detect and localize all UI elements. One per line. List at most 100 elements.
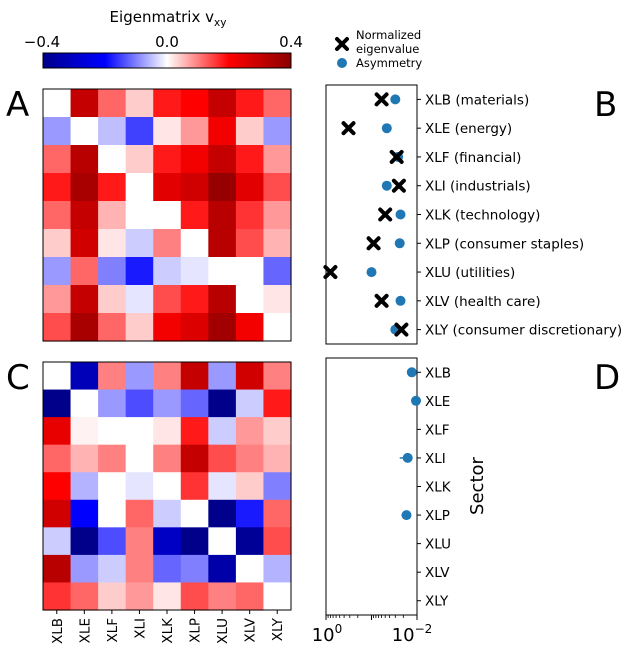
- heatmap-cell-xle-xlp: [180, 389, 209, 418]
- ytick-label: XLY (consumer discretionary): [425, 323, 622, 339]
- heatmap-cell-xle-xlb: [43, 117, 72, 146]
- heatmap-cell-xlp-xle: [70, 499, 99, 528]
- heatmap-cell-xlk-xle: [70, 472, 99, 501]
- ytick-label: XLP: [425, 508, 450, 524]
- ytick-label: XLE (energy): [425, 121, 512, 137]
- asymmetry-point: [402, 452, 413, 463]
- ytick-label: XLI: [425, 451, 446, 467]
- heatmap-cell-xle-xlv: [235, 389, 265, 418]
- normalized-eigenvalue-point: [323, 265, 338, 280]
- heatmap-cell-xle-xlv: [235, 117, 265, 146]
- heatmap-cell-xlf-xlp: [180, 145, 209, 174]
- heatmap-cell-xli-xlp: [180, 173, 209, 202]
- heatmap-cell-xlp-xlf: [98, 499, 127, 528]
- heatmap-cell-xlu-xlk: [153, 527, 182, 556]
- normalized-eigenvalue-point: [366, 236, 381, 251]
- heatmap-cell-xlu-xlp: [180, 257, 209, 286]
- panel-d-y-ticks: XLB XLE XLF XLI XLK XLP XLU XLV XLY: [417, 365, 452, 610]
- panel-label-c: C: [6, 358, 30, 398]
- heatmap-cell-xlk-xlk: [153, 201, 182, 230]
- asymmetry-point: [406, 367, 417, 378]
- heatmap-cell-xlu-xlu: [208, 257, 237, 286]
- heatmap-cell-xlp-xli: [125, 499, 154, 528]
- heatmap-cell-xlf-xlp: [180, 417, 209, 446]
- heatmap-cell-xlf-xlf: [98, 145, 127, 174]
- heatmap-cell-xly-xlp: [180, 313, 209, 342]
- panel-d-xtick-label-2: 10−2: [392, 622, 433, 646]
- heatmap-cell-xli-xle: [70, 444, 99, 473]
- heatmap-cell-xlk-xly: [263, 472, 292, 501]
- heatmap-cell-xlb-xle: [70, 89, 99, 118]
- asymmetry-point: [395, 209, 406, 220]
- heatmap-cell-xly-xlb: [43, 313, 72, 342]
- heatmap-cell-xlf-xle: [70, 417, 99, 446]
- heatmap-cell-xlf-xlb: [43, 145, 72, 174]
- heatmap-cell-xlk-xli: [125, 472, 154, 501]
- heatmap-cell-xlb-xly: [263, 362, 292, 391]
- legend-asymmetry-label: Asymmetry: [356, 56, 422, 70]
- heatmap-cell-xlf-xlv: [235, 145, 265, 174]
- heatmap-cell-xle-xlu: [208, 389, 237, 418]
- heatmap-cell-xlf-xli: [125, 417, 154, 446]
- legend-asymmetry-marker: [337, 58, 347, 68]
- heatmap-cell-xlb-xlv: [235, 89, 265, 118]
- heatmap-cell-xlb-xly: [263, 89, 292, 118]
- heatmap-cell-xlf-xlb: [43, 417, 72, 446]
- ytick-label: XLK: [425, 480, 452, 496]
- colorbar-title-main: Eigenmatrix v: [110, 8, 215, 26]
- heatmap-cell-xlf-xlk: [153, 145, 182, 174]
- heatmap-cell-xlv-xlp: [180, 285, 209, 314]
- heatmap-cell-xlk-xlp: [180, 472, 209, 501]
- ytick-label: XLU (utilities): [425, 265, 515, 281]
- heatmap-cell-xlv-xlf: [98, 285, 127, 314]
- heatmap-cell-xlp-xlp: [180, 229, 209, 258]
- legend-normalized-label-1: Normalized: [356, 28, 421, 42]
- heatmap-c-xtick-label: XLI: [132, 618, 148, 639]
- panel-b: XLB (materials) XLE (energy) XLF (financia…: [323, 84, 622, 345]
- heatmap-cell-xlb-xlu: [208, 89, 237, 118]
- heatmap-cell-xly-xli: [125, 582, 154, 611]
- heatmap-cell-xlp-xlb: [43, 499, 72, 528]
- heatmap-cell-xly-xli: [125, 313, 154, 342]
- heatmap-cell-xly-xly: [263, 313, 292, 342]
- panel-d-frame: [325, 357, 418, 616]
- ytick-label: XLP (consumer staples): [425, 236, 584, 252]
- heatmap-cell-xlp-xlb: [43, 229, 72, 258]
- heatmap-cell-xlk-xly: [263, 201, 292, 230]
- heatmap-cell-xlk-xlk: [153, 472, 182, 501]
- heatmap-cell-xle-xli: [125, 389, 154, 418]
- legend-normalized-marker: [335, 37, 349, 51]
- heatmap-c-xtick-label: XLP: [188, 618, 204, 643]
- heatmap-cell-xlv-xlv: [235, 285, 265, 314]
- normalized-eigenvalue-point: [374, 92, 389, 107]
- colorbar-tick-min: −0.4: [24, 33, 60, 51]
- heatmap-cell-xlu-xlk: [153, 257, 182, 286]
- heatmap-cell-xlk-xlv: [235, 201, 265, 230]
- heatmap-cell-xle-xly: [263, 389, 292, 418]
- heatmap-c-xtick-label: XLE: [77, 618, 93, 643]
- heatmap-cell-xli-xlk: [153, 173, 182, 202]
- heatmap-cell-xlf-xly: [263, 145, 292, 174]
- heatmap-cell-xlk-xlf: [98, 201, 127, 230]
- heatmap-cell-xli-xli: [125, 173, 154, 202]
- heatmap-cell-xli-xlf: [98, 173, 127, 202]
- heatmap-cell-xlk-xlu: [208, 472, 237, 501]
- heatmap-cell-xlv-xly: [263, 554, 292, 584]
- panel-d: XLB XLE XLF XLI XLK XLP XLU XLV XLY Sector 100 1…: [312, 357, 488, 646]
- panel-b-y-ticks: XLB (materials) XLE (energy) XLF (financia…: [417, 92, 622, 339]
- heatmap-cell-xlv-xlk: [153, 285, 182, 314]
- heatmap-cell-xly-xle: [70, 582, 99, 611]
- heatmap-cell-xlu-xlu: [208, 527, 237, 556]
- heatmap-cell-xlb-xlp: [180, 362, 209, 391]
- heatmap-c: [43, 362, 292, 611]
- legend: Normalized eigenvalue Asymmetry: [335, 28, 422, 70]
- heatmap-cell-xli-xlb: [43, 444, 72, 473]
- heatmap-cell-xlu-xly: [263, 257, 292, 286]
- heatmap-cell-xle-xle: [70, 389, 99, 418]
- heatmap-cell-xle-xlb: [43, 389, 72, 418]
- heatmap-cell-xlk-xlb: [43, 472, 72, 501]
- ytick-label: XLY: [425, 594, 449, 610]
- heatmap-cell-xlf-xlf: [98, 417, 127, 446]
- heatmap-cell-xly-xlv: [235, 313, 265, 342]
